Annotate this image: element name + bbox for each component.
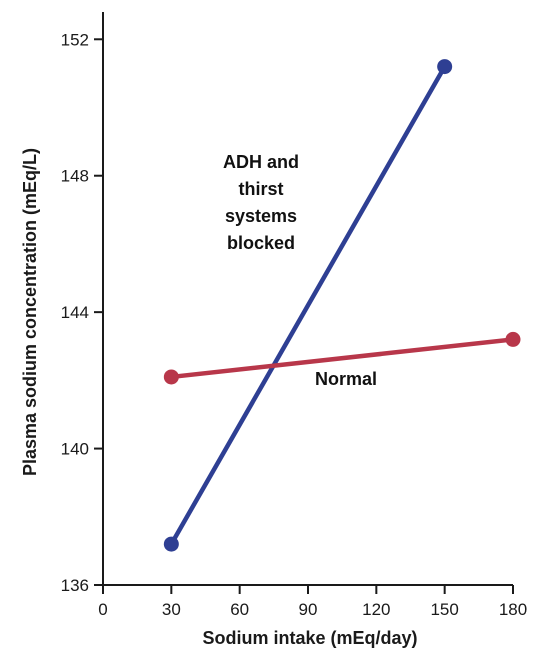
series-normal-point	[505, 331, 521, 347]
annotation-normal-line: Normal	[315, 369, 377, 389]
y-tick-label: 136	[61, 576, 89, 595]
series-adh-blocked-point	[163, 536, 179, 552]
series-adh-blocked-point	[437, 59, 453, 75]
series-layer	[163, 59, 521, 552]
annotation-adh-blocked-line: systems	[225, 206, 297, 226]
annotation-adh-blocked: ADH and thirst systems blocked	[223, 152, 299, 253]
x-axis-title: Sodium intake (mEq/day)	[202, 628, 417, 648]
x-tick-label: 60	[230, 600, 249, 619]
series-adh-blocked-line	[169, 64, 447, 547]
y-tick-label: 140	[61, 440, 89, 459]
annotation-adh-blocked-line: ADH and	[223, 152, 299, 172]
x-tick-label: 30	[162, 600, 181, 619]
annotation-adh-blocked-line: blocked	[227, 233, 295, 253]
axes: 0 30 60 90 120 150 180 136 140 144 148 152	[61, 12, 527, 619]
x-tick-label: 90	[299, 600, 318, 619]
y-tick-label: 148	[61, 167, 89, 186]
series-normal-point	[163, 369, 179, 385]
x-tick-label: 150	[430, 600, 458, 619]
annotation-adh-blocked-line: thirst	[239, 179, 284, 199]
x-tick-label: 0	[98, 600, 107, 619]
x-tick-label: 120	[362, 600, 390, 619]
annotation-normal: Normal	[315, 369, 377, 389]
y-axis-title: Plasma sodium concentration (mEq/L)	[20, 148, 40, 476]
x-tick-label: 180	[499, 600, 527, 619]
y-tick-label: 144	[61, 303, 89, 322]
series-normal-line	[169, 337, 516, 380]
annotation-layer: ADH and thirst systems blocked Normal	[223, 152, 377, 389]
y-tick-label: 152	[61, 30, 89, 49]
